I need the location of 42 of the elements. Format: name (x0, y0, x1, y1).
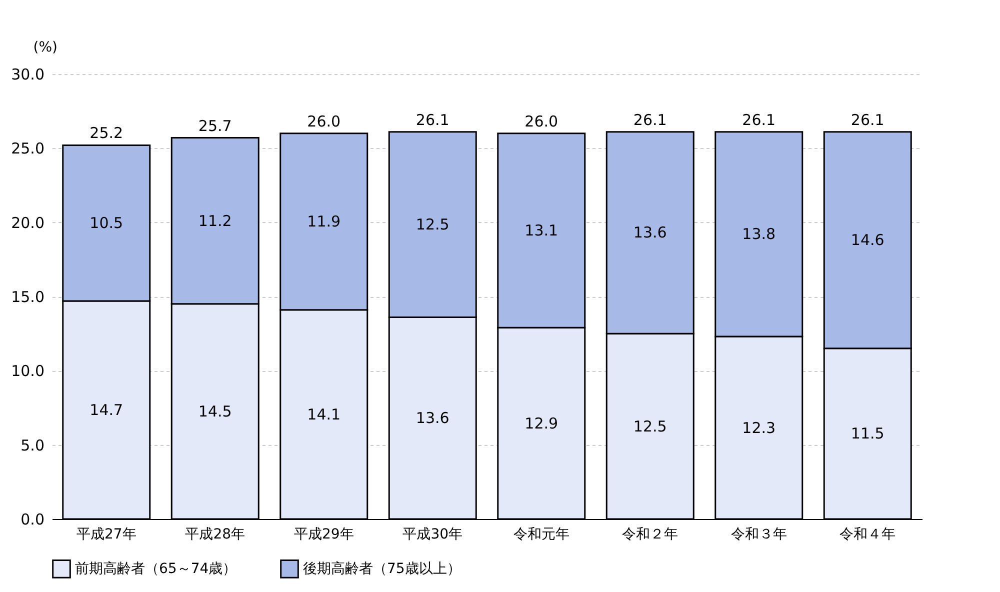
y-tick-label: 15.0 (11, 288, 44, 306)
total-label: 25.7 (198, 116, 232, 135)
data-label: 13.6 (633, 224, 667, 242)
x-tick-label: 平成29年 (294, 526, 354, 542)
y-tick-label: 20.0 (11, 214, 44, 232)
data-label: 14.6 (850, 231, 884, 250)
x-tick-label: 令和３年 (730, 526, 787, 542)
legend-label: 前期高齢者（65～74歳） (75, 560, 237, 577)
x-tick-label: 令和４年 (840, 526, 896, 542)
data-label: 14.7 (90, 400, 124, 419)
data-label: 14.5 (198, 402, 232, 420)
data-label: 12.9 (524, 414, 558, 432)
data-label: 13.6 (416, 409, 450, 428)
data-label: 12.3 (742, 418, 776, 437)
legend-label: 後期高齢者（75歳以上） (303, 560, 461, 577)
data-label: 11.5 (850, 424, 884, 443)
total-label: 26.1 (850, 110, 884, 129)
x-tick-label: 平成27年 (76, 526, 136, 542)
data-label: 13.1 (524, 221, 558, 240)
x-tick-label: 平成28年 (185, 526, 246, 542)
y-tick-label: 30.0 (11, 66, 44, 84)
x-tick-label: 令和２年 (622, 526, 678, 542)
total-label: 26.0 (307, 112, 341, 130)
data-label: 11.9 (307, 212, 341, 231)
data-label: 13.8 (742, 225, 776, 244)
data-label: 12.5 (416, 216, 450, 234)
data-label: 12.5 (633, 417, 667, 436)
total-label: 26.1 (633, 110, 667, 129)
y-tick-label: 0.0 (20, 510, 44, 528)
y-axis-title: (%) (33, 40, 58, 56)
y-tick-label: 10.0 (11, 362, 44, 380)
x-tick-label: 平成30年 (402, 526, 463, 542)
total-label: 26.0 (524, 112, 558, 130)
data-label: 14.1 (307, 405, 341, 424)
total-label: 25.2 (90, 124, 124, 142)
total-label: 26.1 (742, 110, 776, 129)
total-label: 26.1 (416, 110, 450, 129)
x-tick-label: 令和元年 (513, 526, 570, 542)
y-tick-label: 5.0 (20, 436, 44, 454)
data-label: 10.5 (90, 214, 124, 232)
data-label: 11.2 (198, 212, 232, 230)
y-tick-label: 25.0 (11, 140, 44, 158)
